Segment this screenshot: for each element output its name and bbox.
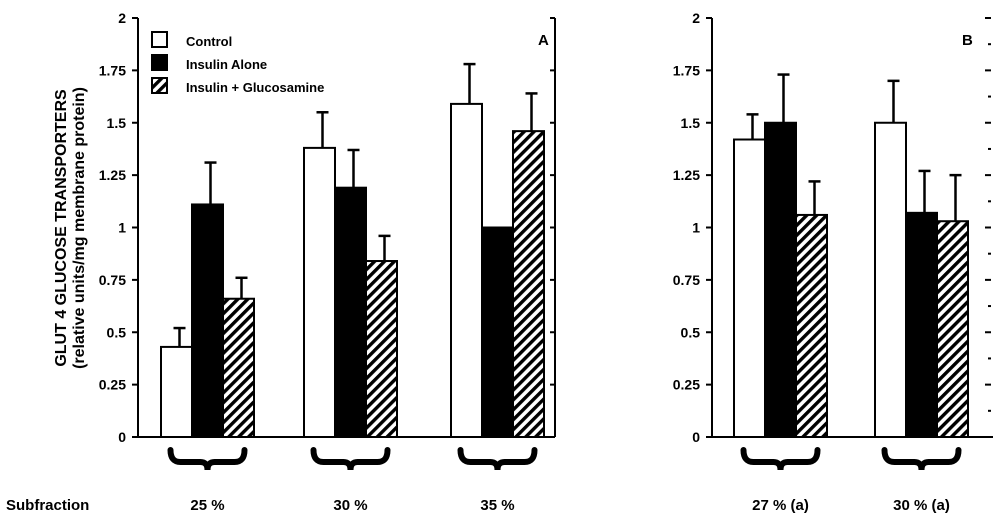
panel-a-y-tick-label: 0.5 bbox=[107, 324, 127, 340]
panel-a-y-tick-label: 1.25 bbox=[99, 167, 126, 183]
panel-a-bar-white-1 bbox=[303, 146, 336, 438]
plot-layer: 0 0.25 0.5 0.75 1 1.25 1.5 1.75 2 25 % 30 % 35 % 0 0.… bbox=[99, 10, 993, 514]
panel-a-bar-hatch-1 bbox=[365, 260, 398, 438]
panel-b-bar-hatch-1 bbox=[936, 220, 969, 438]
panel-b-bar-black-0 bbox=[764, 121, 797, 438]
panel-a-label: A bbox=[538, 32, 549, 49]
panel-b-group-brace bbox=[740, 447, 821, 471]
panel-b-y-tick-label: 2 bbox=[692, 10, 700, 26]
panel-a-y-tick-label: 1 bbox=[118, 220, 126, 236]
panel-a-bar-black-2 bbox=[481, 226, 514, 438]
panel-b-y-tick-label: 0.25 bbox=[673, 377, 700, 393]
panel-a-y-tick-label: 0.75 bbox=[99, 272, 126, 288]
panel-a-y-tick-label: 1.75 bbox=[99, 62, 126, 78]
legend-swatch-insulin-alone bbox=[151, 54, 168, 71]
panel-b-y-tick-label: 0.5 bbox=[681, 324, 701, 340]
panel-b-y-tick-label: 1.75 bbox=[673, 62, 700, 78]
legend: Control Insulin Alone Insulin + Glucosam… bbox=[151, 31, 324, 95]
panel-b-category-label: 30 % (a) bbox=[893, 497, 950, 514]
panel-a-y-tick-label: 0 bbox=[118, 429, 126, 445]
panel-a-bar-hatch-2 bbox=[512, 130, 545, 438]
legend-label-control: Control bbox=[186, 34, 232, 49]
y-axis-title-line1: GLUT 4 GLUCOSE TRANSPORTERS bbox=[53, 89, 70, 367]
y-axis-title-line2: (relative units/mg membrane protein) bbox=[71, 87, 88, 369]
legend-label-insulin-glucosamine: Insulin + Glucosamine bbox=[186, 80, 324, 95]
panel-b-y-tick-label: 0.75 bbox=[673, 272, 700, 288]
panel-b-bar-white-1 bbox=[874, 121, 907, 438]
panel-b-y-tick-label: 1 bbox=[692, 220, 700, 236]
panel-a-bar-black-1 bbox=[334, 186, 367, 438]
panel-a-group-brace bbox=[457, 447, 538, 471]
panel-a-bar-white-0 bbox=[160, 345, 193, 439]
panel-b-group-brace bbox=[881, 447, 962, 471]
panel-b-y-tick-label: 1.5 bbox=[681, 115, 701, 131]
panel-a-bar-black-0 bbox=[191, 203, 224, 438]
panel-b-y-tick-label: 1.25 bbox=[673, 167, 700, 183]
panel-b-label: B bbox=[962, 32, 973, 49]
panel-a-bar-hatch-0 bbox=[222, 297, 255, 439]
panel-a-group-brace bbox=[167, 447, 248, 471]
panel-a-y-tick-label: 0.25 bbox=[99, 377, 126, 393]
legend-swatch-control bbox=[151, 31, 168, 48]
panel-a-category-label: 30 % bbox=[333, 497, 367, 514]
panel-b-y-tick-label: 0 bbox=[692, 429, 700, 445]
panel-a-bar-white-2 bbox=[450, 102, 483, 439]
panel-a-y-tick-label: 1.5 bbox=[107, 115, 127, 131]
subfraction-row-label: Subfraction bbox=[6, 497, 89, 514]
panel-a-category-label: 25 % bbox=[190, 497, 224, 514]
panel-b-bar-hatch-0 bbox=[795, 213, 828, 438]
panel-a-y-tick-label: 2 bbox=[118, 10, 126, 26]
panel-a-group-brace bbox=[310, 447, 391, 471]
panel-a-category-label: 35 % bbox=[480, 497, 514, 514]
panel-b-bar-white-0 bbox=[733, 138, 766, 438]
panel-b-bar-black-1 bbox=[905, 211, 938, 438]
legend-swatch-insulin-glucosamine bbox=[151, 77, 168, 94]
legend-label-insulin-alone: Insulin Alone bbox=[186, 57, 267, 72]
panel-b-category-label: 27 % (a) bbox=[752, 497, 809, 514]
